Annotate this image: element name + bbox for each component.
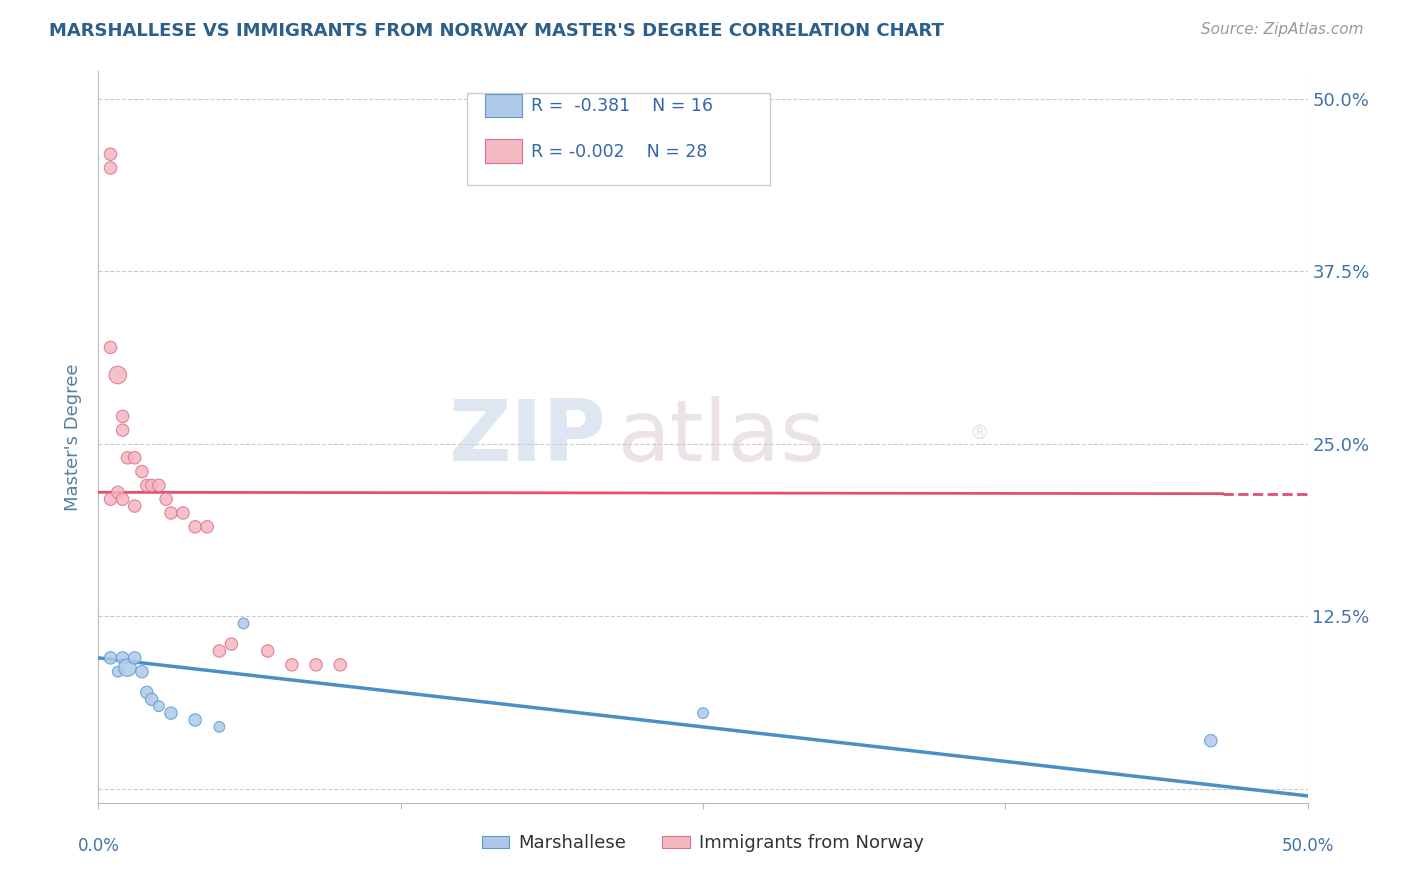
- Point: [107, 368, 129, 382]
- Point: [195, 520, 218, 534]
- Text: 0.0%: 0.0%: [77, 838, 120, 855]
- Text: ZIP: ZIP: [449, 395, 606, 479]
- Text: MARSHALLESE VS IMMIGRANTS FROM NORWAY MASTER'S DEGREE CORRELATION CHART: MARSHALLESE VS IMMIGRANTS FROM NORWAY MA…: [49, 22, 943, 40]
- Point: [131, 665, 153, 679]
- Point: [100, 147, 122, 161]
- Text: ®: ®: [969, 424, 988, 443]
- Point: [208, 644, 231, 658]
- Point: [148, 478, 170, 492]
- Point: [184, 520, 207, 534]
- Text: R = -0.002    N = 28: R = -0.002 N = 28: [531, 143, 707, 161]
- Point: [232, 616, 254, 631]
- Point: [208, 720, 231, 734]
- Point: [107, 485, 129, 500]
- Point: [117, 450, 139, 465]
- Point: [100, 161, 122, 175]
- Point: [111, 651, 134, 665]
- Point: [100, 651, 122, 665]
- Point: [281, 657, 304, 672]
- FancyBboxPatch shape: [467, 94, 769, 185]
- Point: [155, 492, 177, 507]
- Point: [111, 492, 134, 507]
- Text: atlas: atlas: [619, 395, 827, 479]
- Point: [111, 423, 134, 437]
- Point: [692, 706, 714, 720]
- Point: [184, 713, 207, 727]
- Point: [107, 665, 129, 679]
- Point: [141, 478, 163, 492]
- Point: [160, 506, 183, 520]
- Point: [117, 660, 139, 674]
- Text: R =  -0.381    N = 16: R = -0.381 N = 16: [531, 96, 713, 115]
- Y-axis label: Master's Degree: Master's Degree: [65, 363, 83, 511]
- Text: 50.0%: 50.0%: [1281, 838, 1334, 855]
- Point: [160, 706, 183, 720]
- Point: [100, 340, 122, 354]
- Point: [172, 506, 194, 520]
- Point: [135, 685, 157, 699]
- Point: [148, 699, 170, 714]
- Point: [100, 492, 122, 507]
- Point: [131, 465, 153, 479]
- Legend: Marshallese, Immigrants from Norway: Marshallese, Immigrants from Norway: [475, 827, 931, 860]
- Point: [124, 651, 146, 665]
- Point: [329, 657, 352, 672]
- Point: [124, 499, 146, 513]
- Point: [221, 637, 243, 651]
- Point: [1199, 733, 1222, 747]
- Point: [135, 478, 157, 492]
- Point: [141, 692, 163, 706]
- Point: [124, 450, 146, 465]
- Point: [256, 644, 278, 658]
- Point: [305, 657, 328, 672]
- Point: [111, 409, 134, 424]
- FancyBboxPatch shape: [485, 94, 522, 118]
- Text: Source: ZipAtlas.com: Source: ZipAtlas.com: [1201, 22, 1364, 37]
- FancyBboxPatch shape: [485, 139, 522, 163]
